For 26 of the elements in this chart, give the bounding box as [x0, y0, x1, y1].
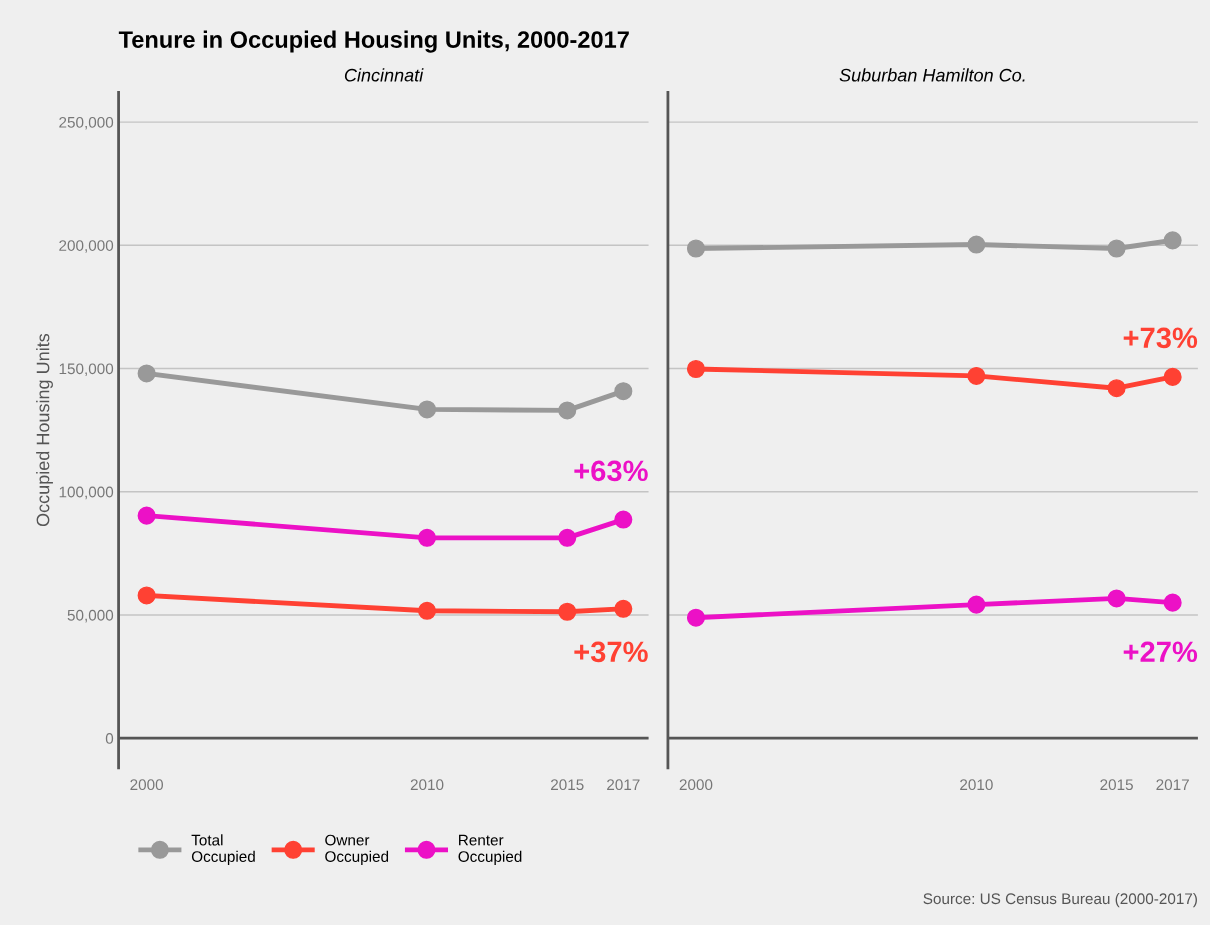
y-tick-label: 0	[105, 733, 114, 744]
x-tick-label: 2010	[960, 779, 993, 791]
source-note: Source: US Census Bureau (2000-2017)	[923, 892, 1197, 908]
annotation: +27%	[1123, 641, 1198, 663]
chart-subtitle: Cincinnati	[344, 68, 424, 82]
y-tick-label: 150,000	[59, 363, 114, 377]
y-tick-label: 200,000	[59, 240, 114, 253]
annotation: +37%	[574, 641, 648, 663]
x-tick-label: 2000	[679, 779, 713, 791]
annotation: +73%	[1123, 327, 1198, 349]
legend-label: Renter Occupied	[458, 834, 522, 865]
x-tick-label: 2010	[410, 779, 444, 791]
x-tick-label: 2015	[551, 779, 584, 791]
y-tick-label: 50,000	[67, 609, 114, 623]
annotation: +63%	[574, 460, 648, 482]
x-tick-label: 2017	[1156, 779, 1189, 791]
x-tick-label: 2017	[607, 779, 640, 791]
chart-subtitle: Suburban Hamilton Co.	[839, 68, 1025, 82]
legend-label: Total Occupied	[191, 834, 255, 865]
x-tick-label: 2015	[1100, 779, 1133, 791]
x-tick-label: 2000	[130, 779, 164, 791]
chart-title: Tenure in Occupied Housing Units, 2000-2017	[118, 30, 629, 53]
legend-label: Owner Occupied	[325, 834, 389, 865]
y-tick-label: 250,000	[59, 116, 114, 130]
y-axis-title: Occupied Housing Units	[36, 333, 53, 527]
y-tick-label: 100,000	[59, 486, 114, 500]
